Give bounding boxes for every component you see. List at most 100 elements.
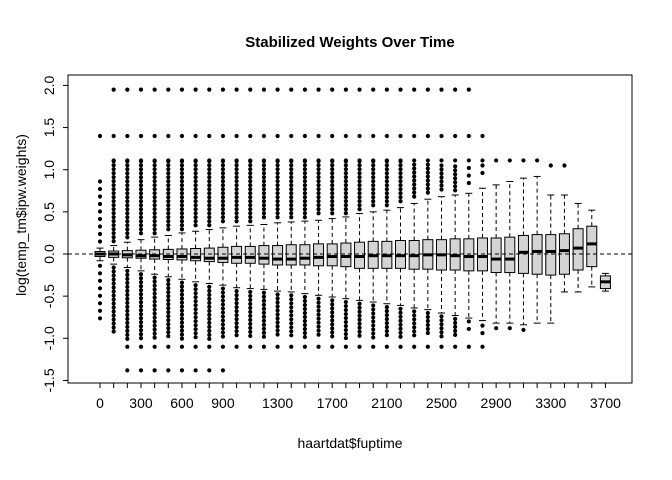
y-tick-label: 0.0 xyxy=(41,244,57,264)
outlier-dot xyxy=(152,335,157,340)
outlier-dot xyxy=(330,199,335,204)
outlier-dot xyxy=(357,207,362,212)
outlier-dot xyxy=(234,300,239,306)
box xyxy=(244,245,256,264)
outlier-dot xyxy=(289,207,294,212)
x-tick-label: 1300 xyxy=(262,395,293,411)
extreme-outlier-dot xyxy=(275,344,280,349)
outlier-dot xyxy=(289,297,294,302)
outlier-dot xyxy=(480,323,485,328)
outlier-dot xyxy=(111,163,116,168)
extreme-outlier-dot xyxy=(207,158,212,163)
outlier-dot xyxy=(248,203,253,208)
outlier-dot xyxy=(234,175,239,180)
outlier-dot xyxy=(234,183,239,188)
outlier-dot xyxy=(398,199,403,204)
box xyxy=(545,234,557,276)
outlier-dot xyxy=(480,163,485,168)
outlier-dot xyxy=(97,186,103,192)
outlier-dot xyxy=(207,296,212,301)
outlier-dot xyxy=(125,296,130,301)
outlier-dot xyxy=(166,322,171,327)
outlier-dot xyxy=(275,163,280,168)
extreme-outlier-dot xyxy=(248,158,253,163)
outlier-dot xyxy=(193,175,198,180)
outlier-dot xyxy=(425,170,430,175)
outlier-dot xyxy=(248,167,253,172)
outlier-dot xyxy=(220,215,226,220)
outlier-dot xyxy=(289,171,294,176)
outlier-dot xyxy=(111,289,116,294)
outlier-dot xyxy=(179,223,185,228)
extreme-outlier-dot xyxy=(562,163,567,168)
outlier-dot xyxy=(343,315,348,321)
outlier-dot xyxy=(193,287,198,292)
outlier-dot xyxy=(289,187,294,192)
outlier-dot xyxy=(207,215,212,220)
outlier-dot xyxy=(152,199,157,204)
outlier-dot xyxy=(125,199,130,204)
extreme-outlier-dot xyxy=(330,344,335,349)
outlier-dot xyxy=(193,331,198,336)
outlier-dot xyxy=(371,335,376,340)
outlier-dot xyxy=(248,305,253,311)
extreme-outlier-dot xyxy=(398,87,403,92)
outlier-dot xyxy=(248,191,253,196)
outlier-dot xyxy=(207,187,212,192)
outlier-dot xyxy=(357,167,362,172)
outlier-dot xyxy=(371,319,376,324)
outlier-dot xyxy=(193,319,198,324)
outlier-dot xyxy=(371,307,376,312)
outlier-dot xyxy=(412,313,417,318)
x-tick-label: 3700 xyxy=(590,395,621,411)
extreme-outlier-dot xyxy=(152,158,157,163)
outlier-dot xyxy=(125,179,130,184)
outlier-dot xyxy=(275,207,280,212)
outlier-dot xyxy=(425,166,430,171)
outlier-dot xyxy=(97,278,103,283)
extreme-outlier-dot xyxy=(166,368,171,373)
outlier-dot xyxy=(302,195,307,200)
outlier-dot xyxy=(384,333,389,338)
extreme-outlier-dot xyxy=(138,368,144,373)
outlier-dot xyxy=(302,203,307,208)
outlier-dot xyxy=(179,336,185,341)
outlier-dot xyxy=(193,203,198,208)
outlier-dot xyxy=(289,199,294,204)
extreme-outlier-dot xyxy=(111,87,116,92)
outlier-dot xyxy=(111,219,116,224)
outlier-dot xyxy=(275,328,280,333)
outlier-dot xyxy=(179,284,185,289)
outlier-dot xyxy=(316,207,321,212)
outlier-dot xyxy=(97,201,103,207)
extreme-outlier-dot xyxy=(125,158,130,163)
outlier-dot xyxy=(111,265,116,270)
outlier-dot xyxy=(220,195,226,200)
outlier-dot xyxy=(384,203,389,208)
outlier-dot xyxy=(261,318,267,323)
outlier-dot xyxy=(357,179,362,184)
outlier-dot xyxy=(234,171,239,176)
outlier-dot xyxy=(412,321,417,326)
outlier-dot xyxy=(412,166,417,171)
outlier-dot xyxy=(125,320,130,325)
outlier-dot xyxy=(207,171,212,176)
outlier-dot xyxy=(261,187,267,192)
outlier-dot xyxy=(289,333,294,338)
outlier-dot xyxy=(480,170,485,176)
outlier-dot xyxy=(494,326,499,331)
outlier-dot xyxy=(316,203,321,208)
outlier-dot xyxy=(138,272,144,277)
outlier-dot xyxy=(207,300,212,305)
outlier-dot xyxy=(261,167,267,172)
outlier-dot xyxy=(289,329,294,334)
extreme-outlier-dot xyxy=(261,133,267,139)
outlier-dot xyxy=(97,271,103,276)
outlier-dot xyxy=(234,211,239,216)
outlier-dot xyxy=(179,304,185,309)
extreme-outlier-dot xyxy=(316,133,321,139)
outlier-dot xyxy=(302,187,307,192)
outlier-dot xyxy=(166,318,171,323)
outlier-dot xyxy=(289,167,294,172)
